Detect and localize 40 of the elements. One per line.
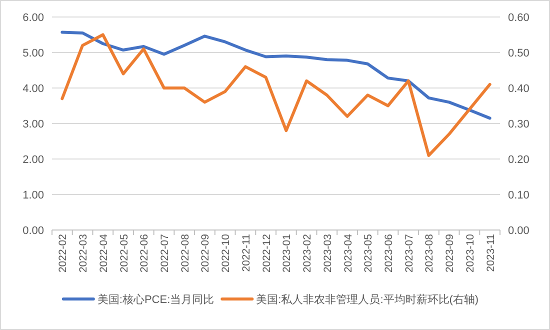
line-series (60, 33, 492, 157)
x-tick-label: 2023-06 (383, 234, 395, 273)
x-tick-label: 2022-09 (200, 234, 212, 273)
x-tick-label: 2023-10 (464, 234, 476, 273)
x-tick-label: 2022-04 (98, 234, 110, 273)
x-tick-label: 2022-06 (138, 234, 151, 273)
x-tick-label: 2023-07 (403, 234, 416, 273)
y2-tick-label: 0.40 (508, 83, 530, 95)
y2-tick-label: 0.00 (508, 225, 530, 237)
y-tick-label: 1.00 (22, 190, 44, 202)
x-tick-label: 2023-04 (342, 234, 354, 273)
x-tick-label: 2022-07 (159, 234, 171, 273)
x-tick-label: 2023-05 (362, 234, 375, 273)
x-tick-label: 2023-11 (484, 234, 497, 272)
x-tick-label: 2022-05 (118, 234, 130, 273)
x-tick-label: 2022-03 (78, 234, 90, 273)
y2-tick-label: 0.50 (508, 48, 530, 60)
x-tick-label: 2022-12 (260, 234, 273, 273)
x-tick-label: 2023-02 (302, 234, 314, 273)
x-tick-label: 2022-02 (57, 234, 70, 273)
y2-tick-label: 0.60 (508, 12, 530, 24)
x-tick-label: 2023-08 (424, 234, 436, 273)
x-tick-label: 2022-11 (240, 234, 252, 272)
legend-label: 美国:核心PCE:当月同比 (97, 293, 214, 306)
y-tick-label: 5.00 (22, 48, 44, 60)
y2-tick-label: 0.10 (508, 190, 530, 202)
legend-label: 美国:私人非农非管理人员:平均时薪环比(右轴) (256, 293, 479, 306)
x-tick-label: 2022-10 (220, 234, 232, 273)
y-tick-label: 2.00 (22, 154, 44, 166)
x-tick-label: 2023-01 (281, 234, 294, 273)
x-tick-label: 2023-09 (444, 234, 456, 273)
y2-tick-label: 0.20 (508, 154, 530, 166)
x-tick-label: 2022-08 (179, 234, 192, 273)
line-series (60, 30, 492, 120)
y-tick-label: 3.00 (22, 118, 44, 130)
x-tick-label: 2023-03 (322, 234, 334, 273)
y-tick-label: 4.00 (22, 83, 44, 95)
y-tick-label: 6.00 (22, 12, 44, 24)
y2-tick-label: 0.30 (508, 118, 530, 130)
y-tick-label: 0.00 (22, 225, 44, 237)
